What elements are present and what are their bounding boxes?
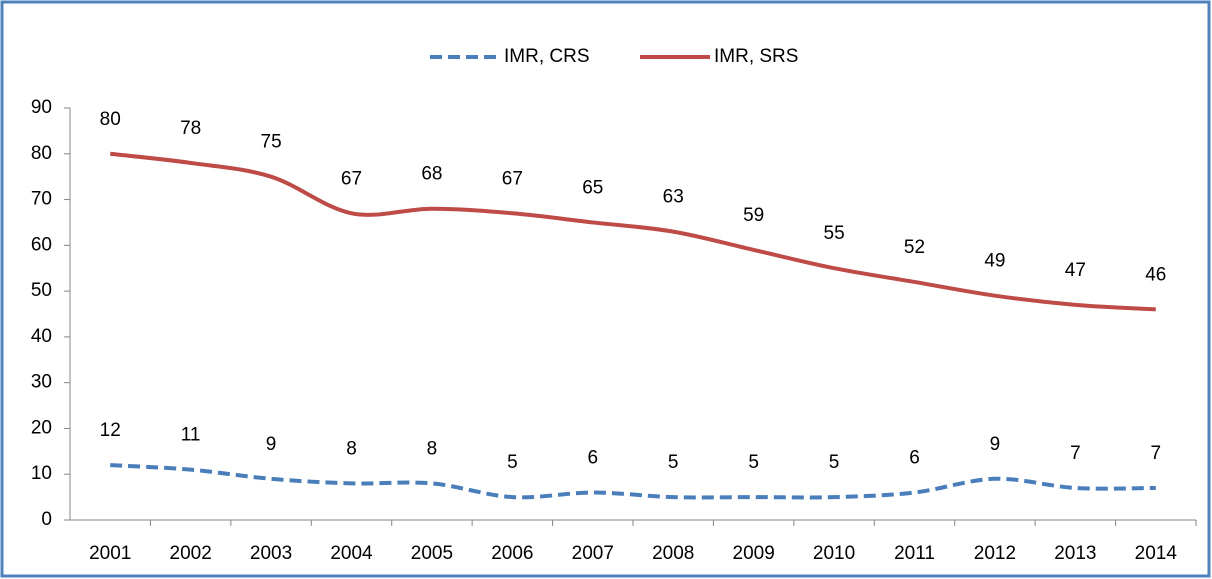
x-tick-label: 2014 xyxy=(1135,543,1178,564)
data-label: 7 xyxy=(1070,443,1081,464)
y-tick-label: 80 xyxy=(31,143,52,164)
y-tick-label: 50 xyxy=(31,280,52,301)
data-label: 67 xyxy=(502,168,523,189)
data-label: 6 xyxy=(587,448,598,469)
data-label: 7 xyxy=(1150,443,1161,464)
data-label: 55 xyxy=(824,223,845,244)
data-label: 49 xyxy=(984,251,1005,272)
data-label: 9 xyxy=(266,434,277,455)
data-label: 5 xyxy=(507,452,518,473)
data-label: 46 xyxy=(1145,264,1166,285)
x-tick-label: 2011 xyxy=(894,543,935,564)
x-tick-label: 2001 xyxy=(89,543,131,564)
y-tick-label: 30 xyxy=(31,372,52,393)
x-tick-label: 2009 xyxy=(733,543,775,564)
x-tick-label: 2005 xyxy=(411,543,453,564)
data-label: 9 xyxy=(990,434,1001,455)
x-tick-label: 2007 xyxy=(572,543,614,564)
data-label: 59 xyxy=(743,205,764,226)
series-line xyxy=(110,463,1156,500)
data-label: 75 xyxy=(261,132,282,153)
x-tick-label: 2006 xyxy=(491,543,533,564)
x-tick-label: 2002 xyxy=(170,543,212,564)
y-tick-label: 60 xyxy=(31,234,52,255)
x-tick-label: 2013 xyxy=(1054,543,1096,564)
x-tick-label: 2008 xyxy=(652,543,694,564)
data-label: 52 xyxy=(904,237,925,258)
data-label: 12 xyxy=(100,420,121,441)
data-label: 63 xyxy=(663,187,684,208)
data-label: 67 xyxy=(341,168,362,189)
data-label: 65 xyxy=(582,177,603,198)
data-label: 8 xyxy=(346,438,357,459)
y-tick-label: 70 xyxy=(31,189,52,210)
y-tick-label: 10 xyxy=(31,463,52,484)
data-label: 47 xyxy=(1065,260,1086,281)
data-label: 68 xyxy=(421,164,442,185)
x-tick-label: 2003 xyxy=(250,543,292,564)
y-tick-label: 20 xyxy=(31,417,52,438)
data-label: 80 xyxy=(100,109,121,130)
legend-label: IMR, SRS xyxy=(714,46,798,67)
x-tick-label: 2004 xyxy=(330,543,373,564)
data-label: 8 xyxy=(427,438,438,459)
y-tick-label: 90 xyxy=(31,97,52,118)
data-label: 11 xyxy=(181,425,201,446)
y-tick-label: 0 xyxy=(41,509,52,530)
legend-label: IMR, CRS xyxy=(504,46,590,67)
data-label: 5 xyxy=(668,452,679,473)
x-tick-label: 2010 xyxy=(813,543,855,564)
y-tick-label: 40 xyxy=(31,326,52,347)
series-line xyxy=(109,151,1156,312)
data-label: 5 xyxy=(748,452,759,473)
data-label: 78 xyxy=(180,118,201,139)
x-tick-label: 2012 xyxy=(974,543,1016,564)
data-label: 5 xyxy=(829,452,840,473)
data-label: 6 xyxy=(909,448,920,469)
